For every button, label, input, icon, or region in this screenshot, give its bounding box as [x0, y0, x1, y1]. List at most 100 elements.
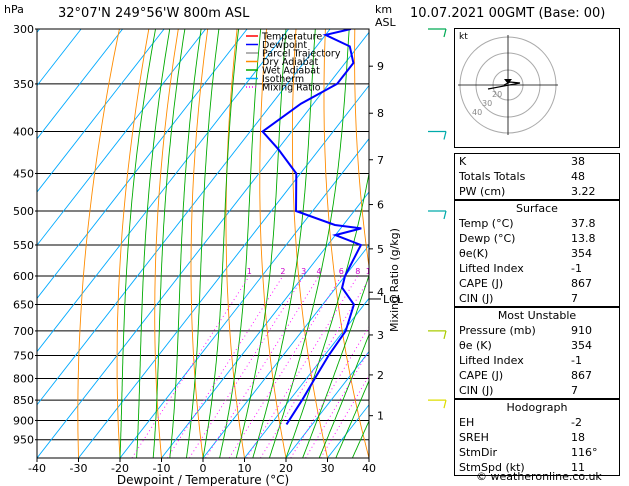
- isotherm: [78, 84, 369, 458]
- hodograph-ring-label: 40: [472, 108, 482, 117]
- mu-row: CAPE (J) 867: [455, 368, 619, 383]
- hpa-label: hPa: [4, 3, 24, 16]
- pressure-tick-label: 700: [13, 325, 34, 338]
- wet-adiabat: [136, 29, 171, 458]
- hodograph-ring-label: 20: [492, 90, 502, 99]
- index-row: PW (cm) 3.22: [455, 184, 619, 199]
- km-tick-label: 4: [377, 286, 384, 299]
- mixing-ratio-label: 6: [339, 267, 344, 276]
- index-value: 48: [571, 170, 585, 183]
- wind-barb-flag: [443, 210, 447, 220]
- legend-label: Dry Adiabat: [262, 57, 319, 68]
- credit: © weatheronline.co.uk: [476, 470, 602, 483]
- dry-adiabat: [620, 29, 629, 458]
- pressure-tick-label: 800: [13, 372, 34, 385]
- legend-label: Wet Adiabat: [262, 66, 320, 77]
- wet-adiabat: [152, 29, 186, 458]
- mixing-ratio-label: 8: [355, 267, 360, 276]
- mixing-ratio-line: [228, 275, 342, 458]
- legend-label: Dewpoint: [262, 40, 307, 51]
- surface-row: Temp (°C) 37.8: [455, 216, 619, 231]
- surface-label: CAPE (J): [459, 277, 504, 290]
- index-row: Totals Totals 48: [455, 169, 619, 184]
- surface-value: -1: [571, 262, 582, 275]
- temp-tick-label: 0: [200, 462, 207, 475]
- indices-box: K 38 Totals Totals 48 PW (cm) 3.22: [454, 153, 620, 200]
- pressure-tick-label: 300: [13, 23, 34, 36]
- surface-value: 354: [571, 247, 592, 260]
- wet-adiabat: [252, 29, 316, 458]
- legend-label: Mixing Ratio: [262, 83, 321, 94]
- hodo-row: EH -2: [455, 415, 619, 430]
- mu-value: 867: [571, 369, 592, 382]
- wet-adiabat: [268, 29, 350, 458]
- location-title: 32°07'N 249°56'W 800m ASL: [58, 6, 250, 21]
- index-row: K 38: [455, 154, 619, 169]
- pressure-tick-label: 350: [13, 78, 34, 91]
- mu-label: θe (K): [459, 339, 492, 352]
- mu-value: 7: [571, 384, 578, 397]
- mixing-ratio-label: 4: [316, 267, 321, 276]
- wind-barb-flag: [443, 131, 447, 140]
- hodo-row: StmSpd (kt) 11: [455, 460, 619, 475]
- index-label: PW (cm): [459, 185, 506, 198]
- index-label: K: [459, 155, 467, 168]
- hodo-value: -2: [571, 416, 582, 429]
- mu-value: 354: [571, 339, 592, 352]
- temp-tick-label: -10: [153, 462, 171, 475]
- surface-label: Temp (°C): [459, 217, 514, 230]
- pressure-tick-label: 500: [13, 205, 34, 218]
- dry-adiabat: [323, 29, 369, 458]
- profile-temperature: [387, 29, 444, 424]
- mixing-ratio-label: 10: [366, 267, 376, 276]
- mu-value: 910: [571, 324, 592, 337]
- mixing-ratio-axis-title: Mixing Ratio (g/kg): [388, 228, 401, 332]
- pressure-tick-label: 900: [13, 414, 34, 427]
- wet-adiabat: [202, 29, 240, 458]
- temp-tick-label: -20: [111, 462, 129, 475]
- km-tick-label: 6: [377, 199, 384, 212]
- wet-adiabat: [335, 379, 369, 458]
- mixing-ratio-line: [246, 275, 359, 458]
- surface-label: Lifted Index: [459, 262, 524, 275]
- mu-label: CAPE (J): [459, 369, 504, 382]
- isotherm: [285, 350, 369, 458]
- hodograph-ring-label: 30: [482, 99, 492, 108]
- index-value: 3.22: [571, 185, 596, 198]
- km-tick-label: 5: [377, 243, 384, 256]
- dry-adiabat: [77, 29, 120, 458]
- surface-label: θe(K): [459, 247, 489, 260]
- surface-row: Lifted Index -1: [455, 261, 619, 276]
- hodo-label: SREH: [459, 431, 489, 444]
- hodograph-title: Hodograph: [455, 399, 619, 415]
- temp-tick-label: -30: [70, 462, 88, 475]
- km-tick-label: 9: [377, 60, 384, 73]
- pressure-tick-label: 750: [13, 349, 34, 362]
- dry-adiabat: [259, 29, 287, 458]
- surface-value: 867: [571, 277, 592, 290]
- isotherm: [244, 297, 369, 458]
- mixing-ratio-label: 2: [280, 267, 285, 276]
- datetime-title: 10.07.2021 00GMT (Base: 00): [410, 6, 606, 21]
- plot-area: 1 2 3 4 6 8 10 16 20 25: [37, 29, 629, 458]
- hodo-value: 18: [571, 431, 585, 444]
- wet-adiabat: [119, 29, 156, 458]
- hodograph-box: Hodograph EH -2 SREH 18 StmDir 116° StmSpd (kt…: [454, 399, 620, 476]
- temp-tick-label: 40: [362, 462, 376, 475]
- hodo-label: StmDir: [459, 446, 498, 459]
- surface-title: Surface: [455, 200, 619, 216]
- surface-row: Dewp (°C) 13.8: [455, 231, 619, 246]
- surface-value: 7: [571, 292, 578, 305]
- x-axis-title: Dewpoint / Temperature (°C): [117, 473, 289, 486]
- isotherm: [37, 31, 369, 458]
- wet-adiabat: [235, 29, 287, 458]
- pressure-tick-label: 950: [13, 434, 34, 447]
- dry-adiabat: [291, 29, 328, 458]
- lcl-label: LCL: [383, 293, 404, 306]
- index-label: Totals Totals: [459, 170, 526, 183]
- dry-adiabat: [354, 29, 369, 270]
- surface-box: Surface Temp (°C) 37.8 Dewp (°C) 13.8 θe(K) 3…: [454, 200, 620, 307]
- mixing-ratio-label: 1: [247, 267, 252, 276]
- pressure-tick-label: 400: [13, 126, 34, 139]
